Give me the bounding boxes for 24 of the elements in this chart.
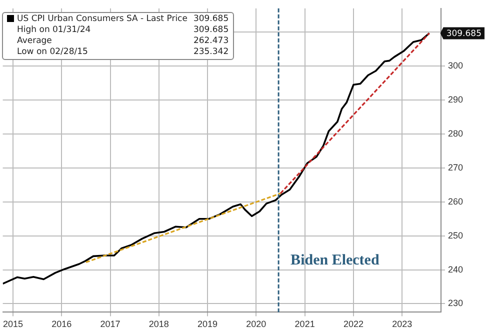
x-tick-label: 2017 xyxy=(100,319,120,330)
x-tick-label: 2023 xyxy=(392,319,412,330)
text: Low on 02/28/15 235.342 xyxy=(17,47,229,57)
y-tick-label: 240 xyxy=(448,264,464,274)
y-tick-label: 260 xyxy=(448,196,464,206)
x-tick-label: 2015 xyxy=(2,319,24,330)
y-tick-label: 300 xyxy=(448,60,464,71)
legend-label: US CPI Urban Consumers SA - Last Price xyxy=(16,14,188,25)
y-tick-label: 250 xyxy=(448,230,464,240)
y-tick-label: 230 xyxy=(448,298,464,308)
y-tick-label: 280 xyxy=(448,128,464,138)
ref-line-label: Biden Elected xyxy=(290,252,380,268)
x-tick-label: 2016 xyxy=(52,319,72,330)
y-tick-label: 290 xyxy=(448,94,464,105)
text: Average 262.473 xyxy=(17,36,229,46)
text: High on 01/31/24 309.685 xyxy=(17,25,229,35)
text: 309.685 xyxy=(193,14,229,24)
x-tick-label: 2018 xyxy=(148,319,169,330)
x-tick-label: 2019 xyxy=(198,319,218,330)
x-tick-label: 2022 xyxy=(343,319,364,330)
y-tick-label: 270 xyxy=(448,162,464,172)
x-tick-label: 2020 xyxy=(246,319,266,330)
x-tick-label: 2021 xyxy=(294,319,315,330)
annotation: 309.685 xyxy=(446,28,482,39)
